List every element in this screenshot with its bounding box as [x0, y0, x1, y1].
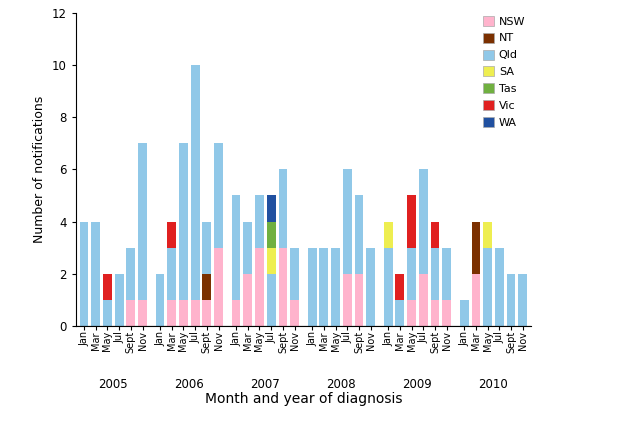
Bar: [471, 222, 480, 273]
Bar: [279, 169, 288, 248]
Bar: [243, 222, 252, 273]
Bar: [167, 300, 176, 326]
Text: 2007: 2007: [250, 378, 280, 391]
Bar: [267, 195, 276, 222]
Bar: [419, 273, 428, 326]
Bar: [126, 300, 135, 326]
Bar: [407, 195, 416, 248]
Bar: [232, 195, 241, 300]
Bar: [471, 273, 480, 326]
Bar: [232, 300, 241, 326]
Bar: [191, 66, 200, 300]
Bar: [191, 300, 200, 326]
Bar: [442, 300, 451, 326]
Bar: [430, 222, 439, 248]
Bar: [255, 248, 264, 326]
Bar: [202, 222, 211, 273]
Bar: [80, 222, 88, 326]
Bar: [92, 222, 100, 326]
Bar: [507, 273, 515, 326]
Bar: [396, 300, 404, 326]
Bar: [355, 273, 363, 326]
Y-axis label: Number of notifications: Number of notifications: [33, 96, 46, 243]
Bar: [384, 222, 392, 248]
Bar: [138, 300, 147, 326]
Bar: [267, 273, 276, 326]
Bar: [214, 144, 223, 248]
Bar: [290, 300, 299, 326]
Bar: [202, 300, 211, 326]
Bar: [126, 248, 135, 300]
Bar: [495, 248, 504, 326]
Bar: [279, 248, 288, 326]
Bar: [267, 248, 276, 273]
Bar: [319, 248, 328, 326]
Bar: [290, 248, 299, 300]
Bar: [243, 273, 252, 326]
Text: 2005: 2005: [99, 378, 128, 391]
Bar: [355, 195, 363, 273]
Bar: [396, 273, 404, 300]
Bar: [442, 248, 451, 300]
Bar: [155, 273, 164, 326]
Bar: [343, 169, 351, 273]
X-axis label: Month and year of diagnosis: Month and year of diagnosis: [205, 392, 402, 406]
Bar: [407, 300, 416, 326]
Bar: [343, 273, 351, 326]
Bar: [430, 300, 439, 326]
Bar: [103, 273, 112, 300]
Text: 2006: 2006: [174, 378, 204, 391]
Bar: [483, 248, 492, 326]
Bar: [518, 273, 527, 326]
Bar: [483, 222, 492, 248]
Legend: NSW, NT, Qld, SA, Tas, Vic, WA: NSW, NT, Qld, SA, Tas, Vic, WA: [483, 16, 525, 128]
Bar: [430, 248, 439, 300]
Bar: [331, 248, 340, 326]
Bar: [179, 144, 188, 300]
Bar: [308, 248, 317, 326]
Text: 2009: 2009: [403, 378, 432, 391]
Bar: [115, 273, 123, 326]
Bar: [214, 248, 223, 326]
Bar: [167, 222, 176, 248]
Bar: [255, 195, 264, 248]
Bar: [103, 300, 112, 326]
Bar: [407, 248, 416, 300]
Text: 2010: 2010: [478, 378, 508, 391]
Bar: [460, 300, 468, 326]
Bar: [179, 300, 188, 326]
Bar: [167, 248, 176, 300]
Bar: [366, 248, 375, 326]
Bar: [419, 169, 428, 273]
Text: 2008: 2008: [327, 378, 356, 391]
Bar: [384, 248, 392, 326]
Bar: [202, 273, 211, 300]
Bar: [138, 144, 147, 300]
Bar: [267, 222, 276, 248]
